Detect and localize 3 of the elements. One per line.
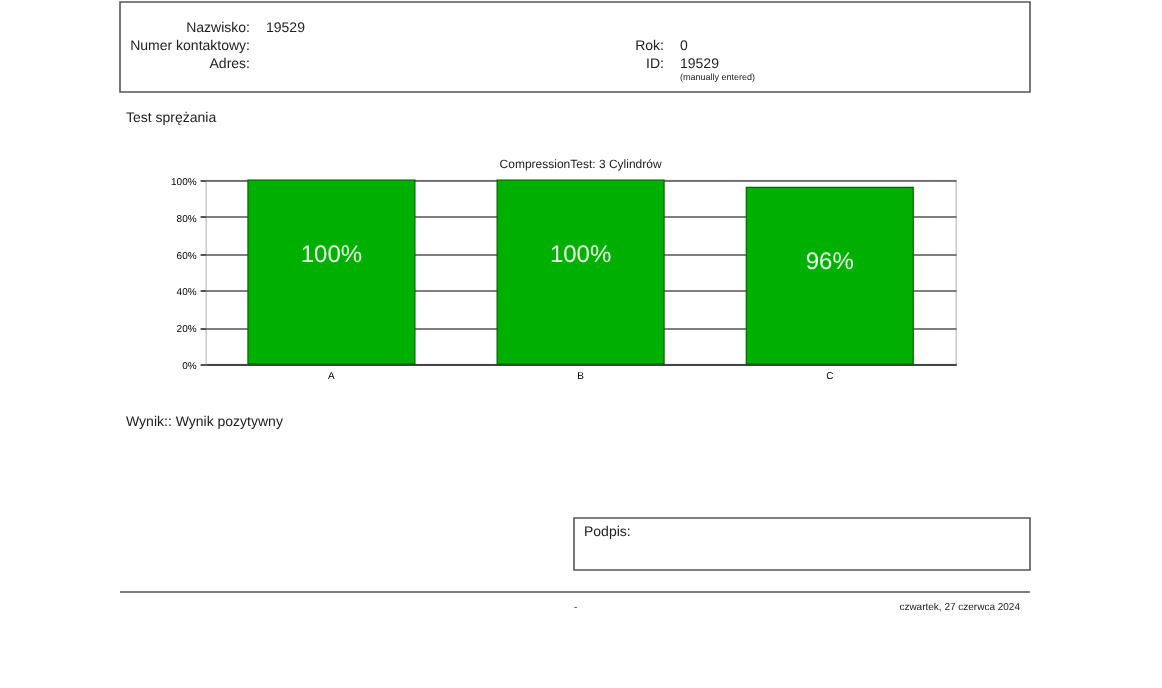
data-label: 96%	[805, 247, 855, 276]
data-label: 100%	[300, 240, 363, 268]
data-label: 100%	[549, 240, 612, 268]
